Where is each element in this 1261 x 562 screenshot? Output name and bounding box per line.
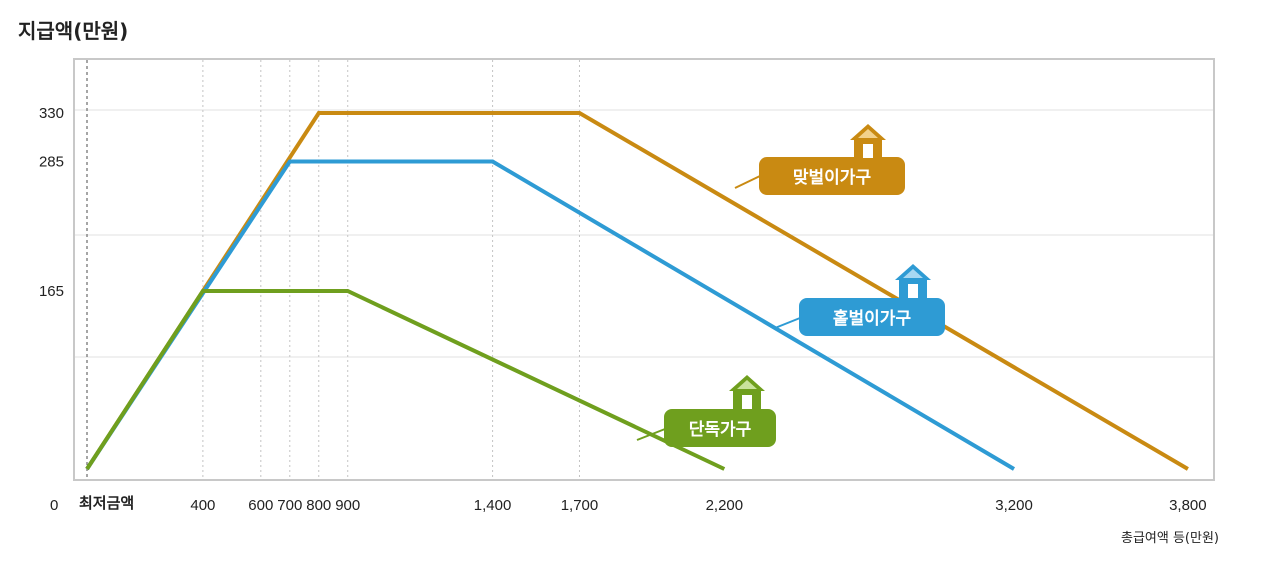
x-tick-label: 900 xyxy=(335,497,360,514)
legend-connector-single xyxy=(774,317,801,329)
x-tick-label: 1,400 xyxy=(474,497,512,514)
legend-connector-double xyxy=(734,175,761,189)
x-tick-label: 3,200 xyxy=(995,497,1033,514)
x-tick-label: 2,200 xyxy=(706,497,744,514)
legend-single-person: 단독가구 xyxy=(636,375,776,447)
legend-badge-person xyxy=(664,409,776,447)
legend-double-income: 맞벌이가구 xyxy=(734,124,905,195)
series-lines xyxy=(85,111,1189,471)
y-tick-label: 165 xyxy=(39,283,64,300)
x-tick-label: 800 xyxy=(306,497,331,514)
x-tick-label: 700 xyxy=(277,497,302,514)
x-tick-labels: 400 600 700 800 900 1,400 1,700 2,200 3,200 3,800 xyxy=(190,497,1206,514)
legend-badge-single xyxy=(799,298,945,336)
x-tick-label: 3,800 xyxy=(1169,497,1207,514)
y-tick-label: 285 xyxy=(39,154,64,171)
legend-label-single: 홑벌이가구 xyxy=(833,308,912,329)
series-line-2 xyxy=(85,289,726,471)
y-tick-labels: 165 285 330 xyxy=(39,105,64,300)
y-tick-label: 330 xyxy=(39,105,64,122)
legend-label-person: 단독가구 xyxy=(689,420,752,440)
grid xyxy=(75,109,1213,358)
legend-connector-person xyxy=(636,428,666,441)
legend-label-double: 맞벌이가구 xyxy=(793,168,872,188)
house-icon xyxy=(850,124,886,158)
house-icon xyxy=(729,375,765,409)
x-axis-title: 총급여액 등(만원) xyxy=(1121,531,1219,546)
legend-single-income: 홑벌이가구 xyxy=(774,264,945,336)
y-axis-title: 지급액(만원) xyxy=(18,19,128,43)
x-origin-label: 0 xyxy=(50,497,58,514)
plot-frame xyxy=(73,58,1215,481)
guide-lines xyxy=(202,60,580,479)
house-icon xyxy=(895,264,931,298)
x-tick-label: 400 xyxy=(190,497,215,514)
x-min-amount-label: 최저금액 xyxy=(79,494,134,512)
x-tick-label: 600 xyxy=(248,497,273,514)
legend-badge-double xyxy=(759,157,905,195)
x-tick-label: 1,700 xyxy=(561,497,599,514)
